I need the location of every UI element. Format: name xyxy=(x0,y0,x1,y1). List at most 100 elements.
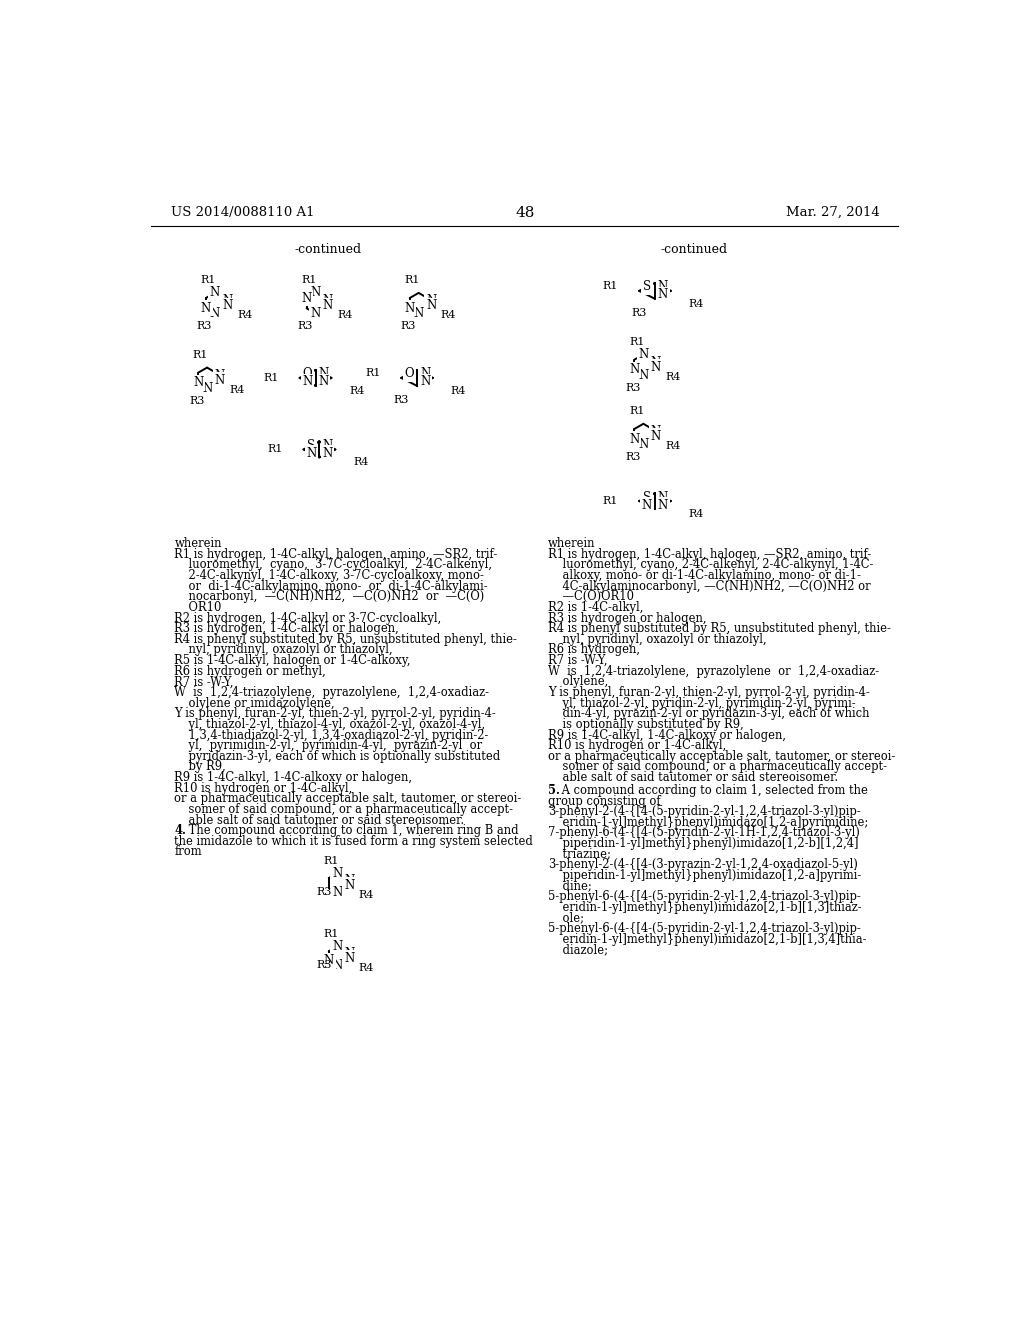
Text: piperidin-1-yl]methyl}phenyl)imidazo[1,2-a]pyrimi-: piperidin-1-yl]methyl}phenyl)imidazo[1,2… xyxy=(548,869,861,882)
Text: 7-phenyl-6-(4-{[4-(5-pyridin-2-yl-1H-1,2,4-triazol-3-yl): 7-phenyl-6-(4-{[4-(5-pyridin-2-yl-1H-1,2… xyxy=(548,826,860,840)
Text: R4 is phenyl substituted by R5, unsubstituted phenyl, thie-: R4 is phenyl substituted by R5, unsubsti… xyxy=(174,632,517,645)
Text: eridin-1-yl]methyl}phenyl)imidazo[2,1-b][1,3,4]thia-: eridin-1-yl]methyl}phenyl)imidazo[2,1-b]… xyxy=(548,933,866,945)
Text: R3: R3 xyxy=(393,395,409,405)
Text: N: N xyxy=(420,375,430,388)
Text: Y is phenyl, furan-2-yl, thien-2-yl, pyrrol-2-yl, pyridin-4-: Y is phenyl, furan-2-yl, thien-2-yl, pyr… xyxy=(548,686,869,700)
Text: dine;: dine; xyxy=(548,879,592,892)
Text: N: N xyxy=(323,440,333,451)
Text: R4: R4 xyxy=(237,310,252,321)
Text: R3: R3 xyxy=(197,321,212,331)
Text: N: N xyxy=(323,447,333,459)
Text: N: N xyxy=(650,360,660,374)
Text: N: N xyxy=(650,425,660,438)
Text: piperidin-1-yl]methyl}phenyl)imidazo[1,2-b][1,2,4]: piperidin-1-yl]methyl}phenyl)imidazo[1,2… xyxy=(548,837,858,850)
Text: R3: R3 xyxy=(631,308,646,318)
Text: able salt of said tautomer or said stereoisomer.: able salt of said tautomer or said stere… xyxy=(174,813,465,826)
Text: N: N xyxy=(318,375,329,388)
Text: N: N xyxy=(301,292,311,305)
Text: R1: R1 xyxy=(603,496,618,506)
Text: R1: R1 xyxy=(629,407,644,416)
Text: R4: R4 xyxy=(689,298,705,309)
Text: N: N xyxy=(214,368,224,381)
Text: N: N xyxy=(642,499,652,512)
Text: Mar. 27, 2014: Mar. 27, 2014 xyxy=(786,206,880,219)
Text: R3: R3 xyxy=(316,887,332,896)
Text: N: N xyxy=(210,286,220,300)
Text: able salt of said tautomer or said stereoisomer.: able salt of said tautomer or said stere… xyxy=(548,771,839,784)
Text: or a pharmaceutically acceptable salt, tautomer, or stereoi-: or a pharmaceutically acceptable salt, t… xyxy=(548,750,895,763)
Text: R4: R4 xyxy=(353,457,369,467)
Text: N: N xyxy=(222,294,232,308)
Text: N: N xyxy=(638,368,648,381)
Text: R9 is 1-4C-alkyl, 1-4C-alkoxy or halogen,: R9 is 1-4C-alkyl, 1-4C-alkoxy or halogen… xyxy=(548,729,786,742)
Text: N: N xyxy=(323,294,333,308)
Text: N: N xyxy=(214,374,224,387)
Text: din-4-yl, pyrazin-2-yl or pyridazin-3-yl, each of which: din-4-yl, pyrazin-2-yl or pyridazin-3-yl… xyxy=(548,708,869,721)
Text: 1,3,4-thiadiazol-2-yl, 1,3,4-oxadiazol-2-yl, pyridin-2-: 1,3,4-thiadiazol-2-yl, 1,3,4-oxadiazol-2… xyxy=(174,729,488,742)
Text: from: from xyxy=(174,845,202,858)
Text: N: N xyxy=(344,874,354,887)
Text: wherein: wherein xyxy=(548,537,596,550)
Text: 4.: 4. xyxy=(174,824,186,837)
Text: N: N xyxy=(657,491,668,503)
Text: R3: R3 xyxy=(400,321,416,331)
Text: eridin-1-yl]methyl}phenyl)imidazo[1,2-a]pyrimidine;: eridin-1-yl]methyl}phenyl)imidazo[1,2-a]… xyxy=(548,816,868,829)
Text: S: S xyxy=(307,440,315,451)
Text: R1: R1 xyxy=(324,855,339,866)
Text: nocarbonyl,  —C(NH)NH2,  —C(O)NH2  or  —C(O): nocarbonyl, —C(NH)NH2, —C(O)NH2 or —C(O) xyxy=(174,590,484,603)
Text: R4: R4 xyxy=(358,890,374,900)
Text: R2 is 1-4C-alkyl,: R2 is 1-4C-alkyl, xyxy=(548,601,643,614)
Text: group consisting of: group consisting of xyxy=(548,795,660,808)
Text: diazole;: diazole; xyxy=(548,944,608,956)
Text: by R9,: by R9, xyxy=(174,760,226,774)
Text: N: N xyxy=(657,280,668,293)
Text: 2-4C-alkynyl, 1-4C-alkoxy, 3-7C-cycloalkoxy, mono-: 2-4C-alkynyl, 1-4C-alkoxy, 3-7C-cycloalk… xyxy=(174,569,484,582)
Text: R1: R1 xyxy=(365,368,380,378)
Text: pyridazin-3-yl, each of which is optionally substituted: pyridazin-3-yl, each of which is optiona… xyxy=(174,750,501,763)
Text: olylene,: olylene, xyxy=(548,676,608,688)
Text: N: N xyxy=(210,308,220,319)
Text: OR10: OR10 xyxy=(174,601,222,614)
Text: R1: R1 xyxy=(603,281,618,290)
Text: N: N xyxy=(630,363,640,376)
Text: N: N xyxy=(202,381,212,395)
Text: N: N xyxy=(323,300,333,313)
Text: R4 is phenyl substituted by R5, unsubstituted phenyl, thie-: R4 is phenyl substituted by R5, unsubsti… xyxy=(548,622,891,635)
Text: N: N xyxy=(657,288,668,301)
Text: alkoxy, mono- or di-1-4C-alkylamino, mono- or di-1-: alkoxy, mono- or di-1-4C-alkylamino, mon… xyxy=(548,569,861,582)
Text: R3: R3 xyxy=(626,451,641,462)
Text: R4: R4 xyxy=(440,310,457,321)
Text: luoromethyl,  cyano,  3-7C-cycloalkyl,  2-4C-alkenyl,: luoromethyl, cyano, 3-7C-cycloalkyl, 2-4… xyxy=(174,558,493,572)
Text: N: N xyxy=(306,447,316,459)
Text: R1 is hydrogen, 1-4C-alkyl, halogen, —SR2, amino, trif-: R1 is hydrogen, 1-4C-alkyl, halogen, —SR… xyxy=(548,548,871,561)
Text: N: N xyxy=(193,376,203,389)
Text: 3-phenyl-2-(4-{[4-(3-pyrazin-2-yl-1,2,4-oxadiazol-5-yl): 3-phenyl-2-(4-{[4-(3-pyrazin-2-yl-1,2,4-… xyxy=(548,858,858,871)
Text: wherein: wherein xyxy=(174,537,222,550)
Text: R1: R1 xyxy=(193,350,208,360)
Text: somer of said compound, or a pharmaceutically accept-: somer of said compound, or a pharmaceuti… xyxy=(548,760,887,774)
Text: 5.: 5. xyxy=(548,784,560,797)
Text: R4: R4 xyxy=(666,441,681,451)
Text: R4: R4 xyxy=(229,385,245,395)
Text: R3 is hydrogen, 1-4C-alkyl or halogen,: R3 is hydrogen, 1-4C-alkyl or halogen, xyxy=(174,622,399,635)
Text: O: O xyxy=(303,367,312,380)
Text: Y is phenyl, furan-2-yl, thien-2-yl, pyrrol-2-yl, pyridin-4-: Y is phenyl, furan-2-yl, thien-2-yl, pyr… xyxy=(174,708,497,721)
Text: R1: R1 xyxy=(267,445,283,454)
Text: yl, thiazol-2-yl, pyridin-2-yl, pyrimidin-2-yl, pyrimi-: yl, thiazol-2-yl, pyridin-2-yl, pyrimidi… xyxy=(548,697,856,710)
Text: R9 is 1-4C-alkyl, 1-4C-alkoxy or halogen,: R9 is 1-4C-alkyl, 1-4C-alkoxy or halogen… xyxy=(174,771,413,784)
Text: N: N xyxy=(332,960,342,973)
Text: N: N xyxy=(426,300,436,313)
Text: N: N xyxy=(344,952,354,965)
Text: R10 is hydrogen or 1-4C-alkyl,: R10 is hydrogen or 1-4C-alkyl, xyxy=(548,739,726,752)
Text: R10 is hydrogen or 1-4C-alkyl,: R10 is hydrogen or 1-4C-alkyl, xyxy=(174,781,352,795)
Text: R5 is 1-4C-alkyl, halogen or 1-4C-alkoxy,: R5 is 1-4C-alkyl, halogen or 1-4C-alkoxy… xyxy=(174,655,411,667)
Text: or a pharmaceutically acceptable salt, tautomer, or stereoi-: or a pharmaceutically acceptable salt, t… xyxy=(174,792,522,805)
Text: -continued: -continued xyxy=(660,243,727,256)
Text: N: N xyxy=(650,355,660,368)
Text: R1: R1 xyxy=(629,337,644,347)
Text: 5-phenyl-6-(4-{[4-(5-pyridin-2-yl-1,2,4-triazol-3-yl)pip-: 5-phenyl-6-(4-{[4-(5-pyridin-2-yl-1,2,4-… xyxy=(548,923,861,935)
Text: O: O xyxy=(404,367,414,380)
Text: S: S xyxy=(643,280,651,293)
Text: N: N xyxy=(310,286,321,300)
Text: -continued: -continued xyxy=(294,243,361,256)
